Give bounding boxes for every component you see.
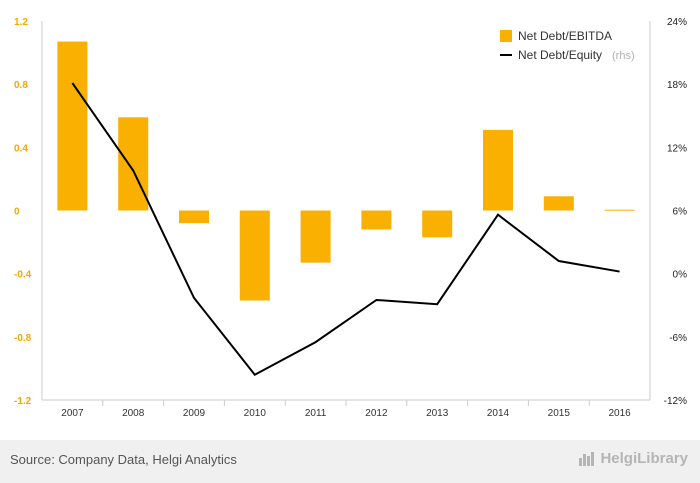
source-note: Source: Company Data, Helgi Analytics bbox=[10, 452, 237, 467]
x-tick-label: 2016 bbox=[608, 408, 631, 419]
left-tick-label: -0.8 bbox=[14, 333, 32, 344]
bar-net-debt-ebitda bbox=[543, 196, 574, 211]
bar-net-debt-ebitda bbox=[300, 210, 331, 263]
left-tick-label: -0.4 bbox=[14, 270, 32, 281]
x-tick-label: 2007 bbox=[61, 408, 84, 419]
bar-net-debt-ebitda bbox=[179, 210, 209, 224]
bar-net-debt-ebitda bbox=[604, 209, 635, 211]
x-tick-label: 2008 bbox=[122, 408, 145, 419]
left-tick-label: -1.2 bbox=[14, 396, 32, 407]
brand-logo: HelgiLibrary bbox=[578, 449, 688, 467]
chart-canvas: 1.2 0.8 0.4 0 -0.4 -0.8 -1.2 24% 18% 12% 6% 0% -6% -1… bbox=[14, 17, 688, 419]
x-tick-label: 2015 bbox=[548, 408, 571, 419]
right-tick-label: 24% bbox=[667, 17, 687, 28]
x-tick-label: 2012 bbox=[365, 408, 388, 419]
x-tick-label: 2009 bbox=[183, 408, 206, 419]
left-tick-label: 0 bbox=[14, 207, 20, 218]
x-tick-label: 2013 bbox=[426, 408, 449, 419]
right-tick-label: -6% bbox=[669, 333, 687, 344]
bar-net-debt-ebitda bbox=[57, 41, 88, 211]
bar-net-debt-ebitda bbox=[483, 129, 513, 211]
right-tick-label: 18% bbox=[667, 80, 687, 91]
right-tick-label: -12% bbox=[664, 396, 687, 407]
left-tick-label: 0.8 bbox=[14, 80, 28, 91]
bar-net-debt-ebitda bbox=[239, 210, 270, 301]
left-tick-label: 0.4 bbox=[14, 143, 28, 154]
line-net-debt-equity bbox=[71, 82, 620, 377]
x-tick-label: 2010 bbox=[244, 408, 267, 419]
left-tick-label: 1.2 bbox=[14, 17, 28, 28]
bar-net-debt-ebitda bbox=[118, 117, 149, 211]
brand-name: HelgiLibrary bbox=[600, 449, 688, 467]
footer: Source: Company Data, Helgi Analytics He… bbox=[0, 440, 700, 483]
legend-label: Net Debt/Equity bbox=[518, 48, 602, 62]
legend-label: Net Debt/EBITDA bbox=[518, 29, 612, 43]
legend-note: (rhs) bbox=[612, 50, 635, 62]
right-tick-label: 0% bbox=[673, 270, 688, 281]
bar-net-debt-ebitda bbox=[422, 210, 453, 238]
right-tick-label: 6% bbox=[673, 207, 688, 218]
library-icon bbox=[579, 452, 595, 466]
bar-net-debt-ebitda bbox=[361, 210, 392, 230]
legend-swatch-bar bbox=[500, 30, 512, 42]
x-tick-label: 2014 bbox=[487, 408, 510, 419]
right-tick-label: 12% bbox=[667, 143, 687, 154]
x-tick-label: 2011 bbox=[305, 408, 327, 419]
